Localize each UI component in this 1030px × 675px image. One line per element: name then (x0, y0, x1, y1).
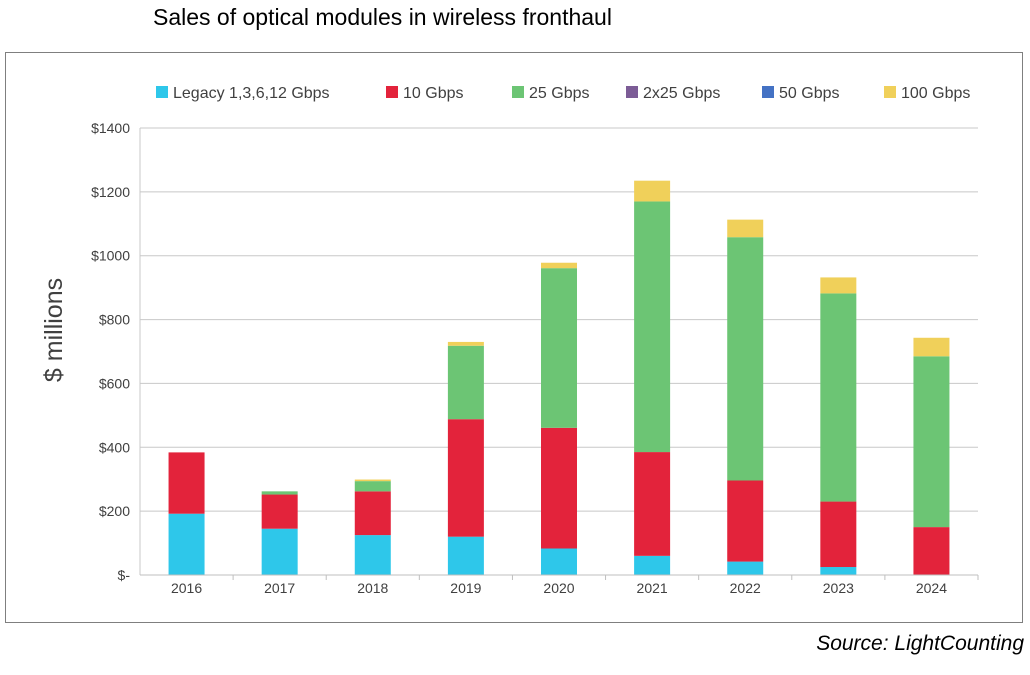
x-tick-label: 2018 (357, 580, 388, 596)
x-tick-label: 2024 (916, 580, 947, 596)
legend-swatch (156, 86, 168, 98)
x-tick-label: 2021 (637, 580, 668, 596)
bar-segment (820, 293, 857, 502)
bar-segment (541, 427, 577, 549)
x-tick-label: 2020 (543, 580, 574, 596)
legend-swatch (386, 86, 398, 98)
bar-segment (261, 528, 298, 575)
bar-segment (168, 452, 205, 514)
legend-swatch (512, 86, 524, 98)
y-tick-label: $400 (99, 439, 130, 455)
legend-swatch (626, 86, 638, 98)
bar-segment (447, 345, 484, 420)
bar-segment (727, 480, 764, 562)
page-title: Sales of optical modules in wireless fro… (153, 4, 612, 30)
bar-segment (354, 535, 391, 575)
bar-segment (727, 219, 764, 238)
bar-segment (634, 555, 671, 575)
legend-label: Legacy 1,3,6,12 Gbps (173, 85, 330, 102)
bars (168, 180, 950, 575)
bar-segment (447, 536, 484, 575)
legend-item: 100 Gbps (884, 85, 970, 102)
bar-segment (354, 479, 391, 482)
bar-segment (634, 180, 671, 202)
legend-item: 25 Gbps (512, 85, 589, 102)
x-tick-label: 2023 (823, 580, 854, 596)
legend-item: 10 Gbps (386, 85, 463, 102)
y-tick-label: $200 (99, 503, 130, 519)
bar-segment (261, 491, 298, 495)
bar-segment (727, 237, 764, 481)
y-tick-label: $1000 (91, 248, 130, 264)
y-tick-label: $- (118, 567, 131, 583)
legend-label: 50 Gbps (779, 85, 839, 102)
legend-item: Legacy 1,3,6,12 Gbps (156, 85, 330, 102)
bar-segment (354, 481, 391, 492)
x-tick-label: 2019 (450, 580, 481, 596)
y-tick-label: $800 (99, 312, 130, 328)
bar-segment (820, 277, 857, 294)
x-tick-label: 2022 (730, 580, 761, 596)
bar-segment (634, 452, 671, 556)
bar-segment (913, 356, 950, 528)
bar-segment (447, 419, 484, 537)
legend: Legacy 1,3,6,12 Gbps 10 Gbps 25 Gbps 2x25 G… (156, 85, 970, 102)
legend-item: 2x25 Gbps (626, 85, 720, 102)
legend-label: 25 Gbps (529, 85, 589, 102)
bar-segment (354, 491, 391, 536)
bar-segment (541, 548, 577, 575)
source-note: Source: LightCounting (816, 632, 1024, 655)
legend-label: 10 Gbps (403, 85, 463, 102)
legend-swatch (762, 86, 774, 98)
bar-segment (541, 262, 577, 269)
y-axis-label: $ millions (40, 278, 68, 382)
y-tick-label: $600 (99, 375, 130, 391)
bar-segment (820, 567, 857, 575)
bar-segment (541, 268, 577, 428)
legend-swatch (884, 86, 896, 98)
axes: $- $200 $400 $600 $800 $1000 $1200 $1400 2016 201… (91, 120, 979, 596)
y-tick-label: $1400 (91, 120, 130, 136)
bar-segment (634, 201, 671, 453)
bar-segment (447, 341, 484, 346)
legend-item: 50 Gbps (762, 85, 839, 102)
y-tick-label: $1200 (91, 184, 130, 200)
bar-segment (820, 501, 857, 568)
bar-segment (168, 513, 205, 575)
bar-segment (261, 494, 298, 529)
bar-segment (727, 561, 764, 575)
legend-label: 2x25 Gbps (643, 85, 720, 102)
x-tick-label: 2017 (264, 580, 295, 596)
bar-segment (913, 337, 950, 357)
bar-segment (913, 527, 950, 575)
legend-label: 100 Gbps (901, 85, 970, 102)
x-tick-label: 2016 (171, 580, 202, 596)
